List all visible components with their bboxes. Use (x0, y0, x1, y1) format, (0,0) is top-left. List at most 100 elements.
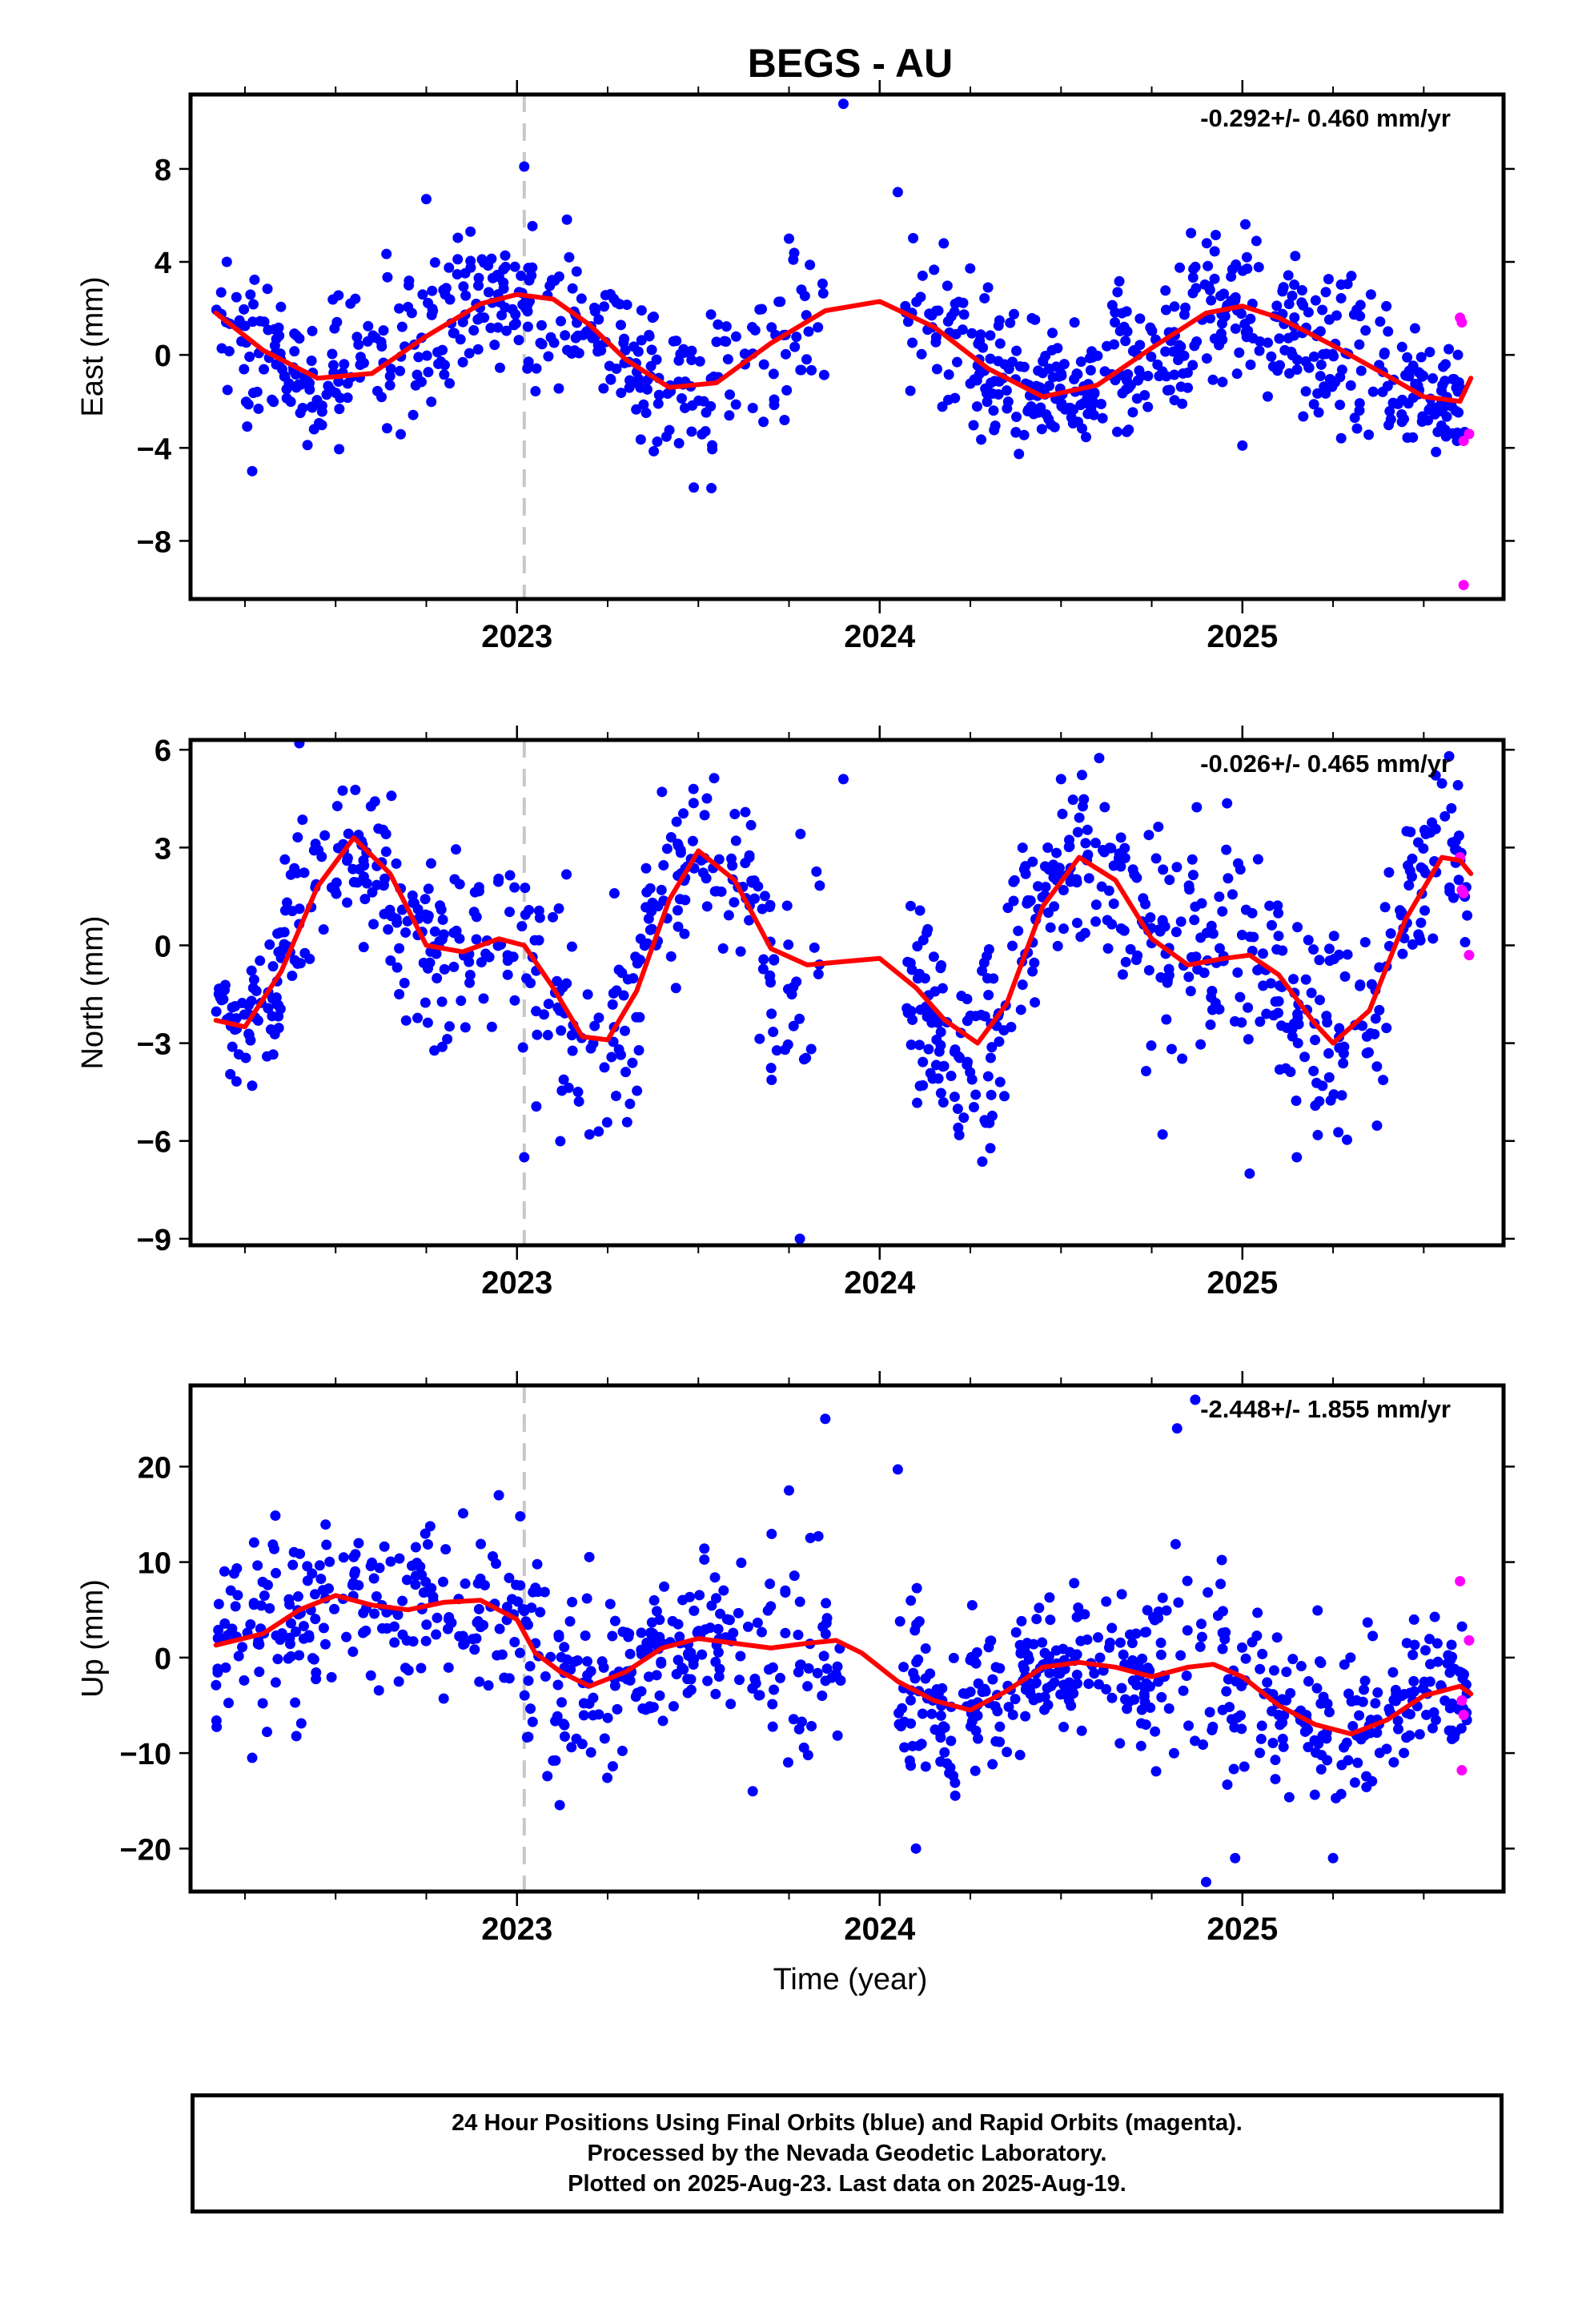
final-orbit-point (273, 1023, 284, 1034)
final-orbit-point (1311, 1077, 1323, 1088)
final-orbit-point (1298, 411, 1309, 422)
y-tick-label: 0 (155, 340, 171, 373)
final-orbit-point (1459, 1669, 1470, 1680)
final-orbit-point (220, 1662, 231, 1673)
final-orbit-point (1274, 1064, 1285, 1076)
final-orbit-point (631, 404, 642, 415)
final-orbit-point (1026, 312, 1038, 324)
final-orbit-point (413, 352, 424, 363)
final-orbit-point (1199, 967, 1210, 979)
final-orbit-point (994, 1036, 1005, 1047)
final-orbit-point (788, 1020, 799, 1031)
final-orbit-point (1010, 1626, 1022, 1638)
final-orbit-point (1067, 794, 1078, 806)
final-orbit-point (647, 312, 658, 324)
final-orbit-point (917, 1708, 928, 1719)
final-orbit-point (837, 774, 849, 785)
final-orbit-point (1037, 1637, 1048, 1648)
final-orbit-point (556, 1025, 567, 1036)
final-orbit-point (1446, 802, 1457, 814)
final-orbit-point (1363, 429, 1375, 440)
final-orbit-point (985, 1143, 996, 1154)
final-orbit-point (1375, 316, 1386, 328)
caption-line: 24 Hour Positions Using Final Orbits (bl… (452, 2110, 1243, 2136)
final-orbit-point (1081, 432, 1092, 443)
final-orbit-point (519, 161, 530, 172)
final-orbit-point (492, 940, 504, 951)
final-orbit-point (515, 1510, 526, 1522)
final-orbit-point (725, 389, 736, 400)
final-orbit-point (1268, 1665, 1279, 1676)
final-orbit-point (211, 1006, 222, 1017)
final-orbit-point (1443, 344, 1455, 355)
final-orbit-point (1444, 886, 1456, 897)
final-orbit-point (652, 436, 663, 448)
final-orbit-point (468, 325, 480, 336)
final-orbit-point (721, 321, 732, 332)
y-tick-label: 8 (155, 154, 171, 187)
final-orbit-point (1265, 978, 1276, 989)
final-orbit-point (1008, 895, 1019, 907)
rapid-orbit-point (1458, 887, 1469, 899)
final-orbit-point (1336, 1090, 1347, 1101)
final-orbit-point (572, 1655, 583, 1666)
final-orbit-point (1162, 975, 1173, 986)
final-orbit-point (1207, 928, 1219, 939)
final-orbit-point (1345, 1652, 1356, 1663)
final-orbit-point (1066, 1700, 1077, 1711)
final-orbit-point (711, 1593, 722, 1604)
final-orbit-point (1008, 308, 1019, 320)
final-orbit-point (982, 396, 993, 408)
final-orbit-point (567, 1597, 578, 1608)
final-orbit-point (781, 900, 793, 911)
final-orbit-point (1308, 1065, 1319, 1076)
final-orbit-point (656, 884, 667, 895)
final-orbit-point (231, 1076, 242, 1087)
final-orbit-point (1407, 1649, 1419, 1660)
final-orbit-point (393, 1676, 404, 1687)
final-orbit-point (1101, 1683, 1112, 1695)
final-orbit-point (656, 1658, 667, 1669)
final-orbit-point (304, 384, 315, 395)
final-orbit-point (1160, 285, 1171, 296)
final-orbit-point (509, 995, 520, 1006)
final-orbit-point (606, 1051, 617, 1063)
final-orbit-point (564, 1616, 576, 1627)
final-orbit-point (644, 1636, 655, 1647)
final-orbit-point (514, 1647, 525, 1659)
final-orbit-point (1022, 405, 1034, 416)
final-orbit-point (1045, 922, 1056, 933)
final-orbit-point (735, 946, 746, 957)
final-orbit-point (1293, 1019, 1304, 1030)
final-orbit-point (640, 902, 652, 913)
final-orbit-point (607, 999, 618, 1010)
final-orbit-point (523, 356, 534, 368)
final-orbit-point (376, 392, 387, 403)
final-orbit-point (1230, 323, 1241, 334)
final-orbit-point (909, 1673, 921, 1684)
final-orbit-point (678, 344, 689, 355)
final-orbit-point (1303, 362, 1315, 373)
final-orbit-point (607, 1630, 618, 1642)
final-orbit-point (768, 368, 779, 380)
final-orbit-point (701, 407, 712, 418)
final-orbit-point (523, 1675, 534, 1687)
final-orbit-point (901, 1003, 913, 1014)
final-orbit-point (219, 1566, 230, 1577)
final-orbit-point (1371, 1120, 1383, 1132)
final-orbit-point (315, 1574, 327, 1585)
rapid-orbit-point (1456, 1695, 1468, 1707)
model-curve (213, 835, 1474, 1046)
final-orbit-point (793, 1630, 804, 1641)
final-orbit-point (552, 975, 563, 987)
final-orbit-point (899, 1742, 910, 1753)
final-orbit-point (1055, 1689, 1066, 1700)
final-orbit-point (1083, 1679, 1094, 1690)
final-orbit-point (1006, 1021, 1017, 1032)
final-orbit-point (1123, 424, 1134, 436)
final-orbit-point (1385, 928, 1396, 939)
final-orbit-point (420, 1635, 432, 1647)
final-orbit-point (701, 873, 712, 884)
final-orbit-point (1217, 1643, 1228, 1655)
final-orbit-point (1214, 1003, 1225, 1015)
